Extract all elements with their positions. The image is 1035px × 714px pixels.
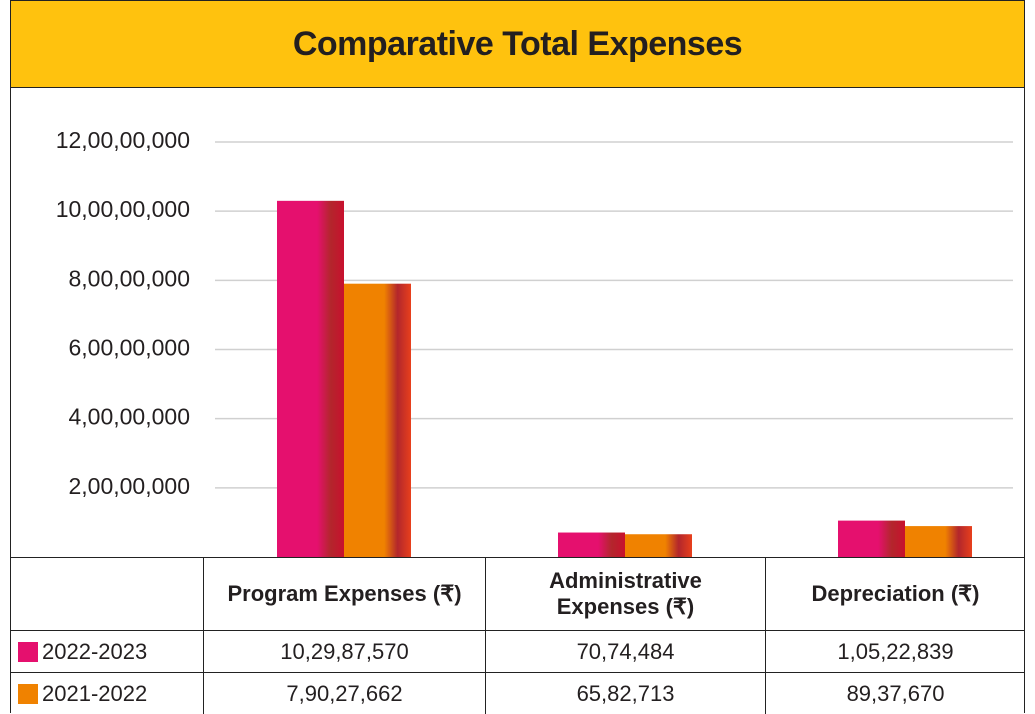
legend-swatch [18, 683, 38, 704]
bar [344, 283, 411, 557]
data-label: 89,37,670 [765, 672, 1025, 714]
bar [277, 200, 344, 557]
x-tick-label: Program Expenses (₹) [203, 557, 485, 630]
legend-swatch [18, 641, 38, 662]
x-tick-label: Administrative Expenses (₹) [485, 557, 765, 630]
data-label: 10,29,87,570 [203, 630, 485, 672]
legend-label: 2022-2023 [42, 638, 148, 664]
legend-entry: 2021-2022 [10, 672, 203, 714]
corner [10, 557, 203, 630]
y-tick-label: 8,00,00,000 [68, 265, 190, 291]
data-table: Program Expenses (₹) Administrative Expen… [10, 557, 1025, 714]
bar [905, 526, 972, 557]
bar [838, 520, 905, 557]
chart-title: Comparative Total Expenses [10, 0, 1025, 88]
y-tick-label: 6,00,00,000 [68, 335, 190, 361]
data-label: 65,82,713 [485, 672, 765, 714]
x-tick-label: Depreciation (₹) [765, 557, 1025, 630]
legend-label: 2021-2022 [42, 680, 148, 706]
data-label: 70,74,484 [485, 630, 765, 672]
data-label: 7,90,27,662 [203, 672, 485, 714]
data-label: 1,05,22,839 [765, 630, 1025, 672]
y-tick-label: 2,00,00,000 [68, 473, 190, 499]
y-tick-label: 10,00,00,000 [56, 196, 190, 222]
y-tick-label: 4,00,00,000 [68, 404, 190, 430]
bar [625, 534, 692, 557]
chart: 2,00,00,000 4,00,00,000 6,00,00,000 8,00,00… [56, 127, 1013, 557]
bar [558, 532, 625, 557]
legend-entry: 2022-2023 [10, 630, 203, 672]
y-tick-label: 12,00,00,000 [56, 127, 190, 153]
